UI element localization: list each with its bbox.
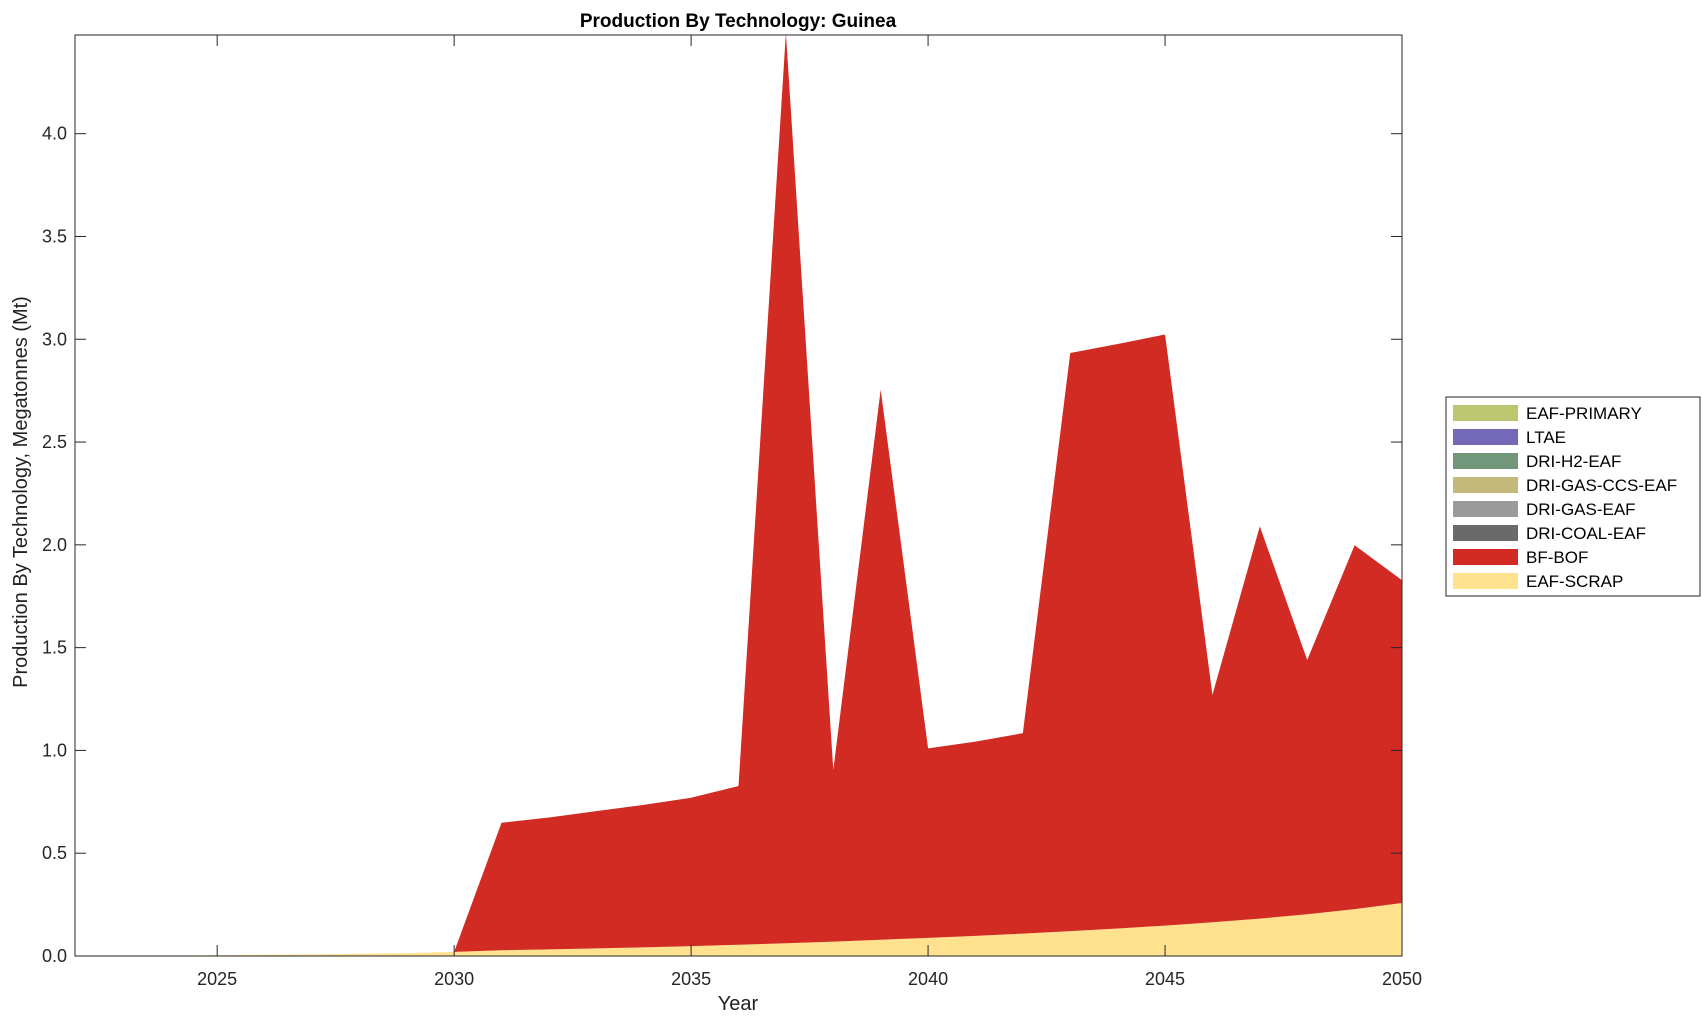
- x-axis-ticks: 2025 2030 2035 2040 2045 2050: [197, 35, 1422, 989]
- x-tick-label: 2050: [1382, 969, 1422, 989]
- area-series-bf-bof: [75, 32, 1402, 956]
- y-tick-label: 0.5: [42, 843, 67, 863]
- x-axis-label: Year: [718, 993, 759, 1015]
- y-tick-label: 1.0: [42, 740, 67, 760]
- y-tick-label: 2.0: [42, 535, 67, 555]
- x-tick-label: 2040: [908, 969, 948, 989]
- x-tick-label: 2025: [197, 969, 237, 989]
- x-tick-label: 2045: [1145, 969, 1185, 989]
- y-axis-ticks: 0.0 0.5 1.0 1.5 2.0 2.5 3.0 3.5 4.0: [42, 124, 1402, 966]
- y-tick-label: 0.0: [42, 946, 67, 966]
- y-tick-label: 3.5: [42, 226, 67, 246]
- axes-frame: [74, 34, 1403, 957]
- legend-label: DRI-GAS-CCS-EAF: [1526, 476, 1677, 495]
- y-tick-label: 2.5: [42, 432, 67, 452]
- legend-label: DRI-GAS-EAF: [1526, 500, 1636, 519]
- y-tick-label: 4.0: [42, 124, 67, 144]
- y-tick-label: 1.5: [42, 638, 67, 658]
- legend-swatch: [1453, 501, 1518, 517]
- legend-label: LTAE: [1526, 428, 1566, 447]
- legend-swatch: [1453, 405, 1518, 421]
- x-tick-label: 2035: [671, 969, 711, 989]
- legend-swatch: [1453, 549, 1518, 565]
- x-tick-label: 2030: [434, 969, 474, 989]
- legend-swatch: [1453, 453, 1518, 469]
- legend-label: BF-BOF: [1526, 548, 1588, 567]
- area-series-eaf-scrap: [75, 902, 1402, 956]
- plot-box: [74, 34, 1403, 957]
- legend-label: DRI-COAL-EAF: [1526, 524, 1646, 543]
- legend-swatch: [1453, 525, 1518, 541]
- legend-swatch: [1453, 573, 1518, 589]
- y-tick-label: 3.0: [42, 329, 67, 349]
- legend-label: EAF-PRIMARY: [1526, 404, 1642, 423]
- y-axis-label: Production By Technology, Megatonnes (Mt…: [10, 296, 32, 688]
- legend-label: DRI-H2-EAF: [1526, 452, 1621, 471]
- plot-areas: [75, 32, 1402, 956]
- legend-swatch: [1453, 429, 1518, 445]
- legend-label: EAF-SCRAP: [1526, 572, 1623, 591]
- legend: EAF-PRIMARY LTAE DRI-H2-EAF DRI-GAS-CCS-EAF…: [1445, 396, 1701, 597]
- legend-swatch: [1453, 477, 1518, 493]
- chart-title: Production By Technology: Guinea: [580, 11, 897, 32]
